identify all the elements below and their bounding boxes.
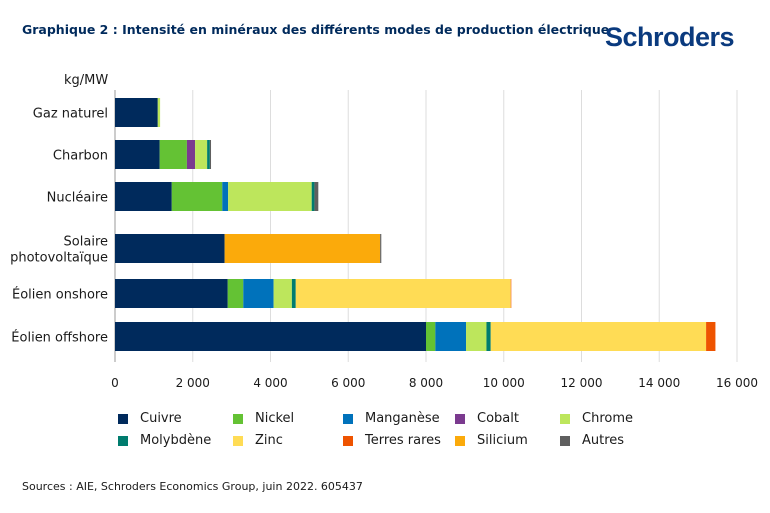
category-label: photovoltaïque	[10, 251, 108, 266]
bar-segment-cuivre	[115, 140, 160, 169]
bar-segment-terres-rares	[510, 279, 512, 308]
legend-label: Zinc	[255, 433, 283, 448]
legend-swatch	[343, 413, 353, 424]
legend-label: Silicium	[477, 433, 528, 448]
legend-label: Cuivre	[140, 411, 182, 426]
bar-segment-molybdène	[207, 140, 210, 169]
bar-segment-cuivre	[115, 322, 426, 351]
category-label: Éolien offshore	[11, 330, 108, 346]
bar-segment-cuivre	[115, 98, 158, 127]
category-label: Nucléaire	[47, 191, 108, 206]
legend-item: Manganèse	[343, 411, 455, 426]
legend-swatch	[455, 413, 465, 424]
chart-title: Graphique 2 : Intensité en minéraux des …	[22, 22, 610, 37]
bar-segment-chrome	[157, 98, 161, 127]
bar-segment-autres	[380, 234, 382, 263]
bar-segment-manganèse	[435, 322, 467, 351]
bar-segment-chrome	[195, 140, 208, 169]
legend-item: Chrome	[560, 411, 660, 426]
legend-swatch	[455, 435, 465, 446]
bar-segment-chrome	[273, 279, 292, 308]
x-tick-label: 16 000	[716, 376, 758, 390]
legend-swatch	[343, 435, 353, 446]
bar-segment-cuivre	[115, 279, 228, 308]
bar-segment-nickel	[159, 140, 187, 169]
legend-item: Zinc	[233, 433, 343, 448]
bar-segment-silicium	[224, 234, 381, 263]
bar-segment-chrome	[228, 182, 312, 211]
legend-label: Nickel	[255, 411, 295, 426]
category-label: Charbon	[53, 149, 108, 164]
unit-label: kg/MW	[64, 73, 109, 88]
bar-segment-autres	[314, 182, 319, 211]
bar-segment-molybdène	[291, 279, 296, 308]
bar-segment-cobalt	[186, 140, 196, 169]
bar-segment-chrome	[466, 322, 487, 351]
x-tick-label: 0	[111, 376, 119, 390]
x-tick-label: 2 000	[176, 376, 210, 390]
category-label: Solaire	[64, 235, 108, 250]
legend-item: Nickel	[233, 411, 343, 426]
legend-swatch	[118, 435, 128, 446]
bar-segment-nickel	[426, 322, 436, 351]
bar-segment-zinc	[295, 279, 511, 308]
category-label: Éolien onshore	[12, 287, 108, 303]
x-tick-label: 6 000	[331, 376, 365, 390]
category-label: Gaz naturel	[33, 107, 108, 122]
legend-label: Cobalt	[477, 411, 519, 426]
x-tick-label: 12 000	[561, 376, 603, 390]
bar-segment-zinc	[490, 322, 707, 351]
legend-item: Terres rares	[343, 433, 455, 448]
legend-label: Manganèse	[365, 411, 440, 426]
x-tick-label: 10 000	[483, 376, 525, 390]
x-tick-label: 8 000	[409, 376, 443, 390]
legend-swatch	[560, 413, 570, 424]
bar-segment-nickel	[171, 182, 223, 211]
legend-swatch	[233, 435, 243, 446]
legend-label: Molybdène	[140, 433, 212, 448]
legend-label: Chrome	[582, 411, 633, 426]
schroders-logo: Schroders	[605, 22, 735, 52]
bar-segment-molybdène	[311, 182, 315, 211]
legend-item: Silicium	[455, 433, 560, 448]
bar-chart: 0 2 000 4 000 6 000 8 000 10 000 12 000 14 000 1…	[10, 90, 758, 390]
bar-segment-nickel	[227, 279, 244, 308]
bar-segment-autres	[209, 140, 212, 169]
legend-item: Autres	[560, 433, 660, 448]
bar-segment-cuivre	[115, 234, 225, 263]
legend-item: Cuivre	[118, 411, 233, 426]
source-note: Sources : AIE, Schroders Economics Group…	[22, 480, 363, 493]
x-tick-label: 14 000	[638, 376, 680, 390]
legend-swatch	[233, 413, 243, 424]
legend-label: Terres rares	[365, 433, 441, 448]
bar-segment-manganèse	[243, 279, 274, 308]
legend-label: Autres	[582, 433, 625, 448]
bar-segment-cuivre	[115, 182, 172, 211]
legend-item: Molybdène	[118, 433, 233, 448]
legend-item: Cobalt	[455, 411, 560, 426]
bar-segment-manganèse	[222, 182, 229, 211]
legend-swatch	[560, 435, 570, 446]
x-tick-label: 4 000	[253, 376, 287, 390]
bar-segment-molybdène	[486, 322, 491, 351]
legend: Cuivre Nickel Manganèse Cobalt Chrome Molybdè…	[118, 411, 660, 448]
legend-swatch	[118, 413, 128, 424]
bar-segment-terres-rares	[706, 322, 716, 351]
